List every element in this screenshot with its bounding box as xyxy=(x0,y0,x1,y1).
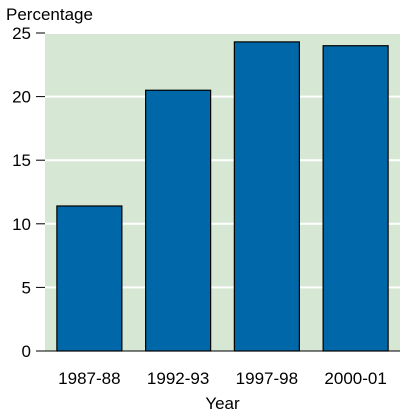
y-tick-label: 10 xyxy=(12,215,31,234)
y-tick-label: 25 xyxy=(12,24,31,43)
y-axis-label: Percentage xyxy=(6,5,93,24)
x-tick-label: 2000-01 xyxy=(324,369,386,388)
y-tick-label: 5 xyxy=(22,278,31,297)
y-tick-label: 0 xyxy=(22,342,31,361)
y-axis: 0 5 10 15 20 25 xyxy=(12,24,400,361)
bar-1997-98 xyxy=(233,41,300,352)
bar-1987-88 xyxy=(56,205,123,352)
x-axis-ticks: 1987-88 1992-93 1997-98 2000-01 xyxy=(58,369,387,388)
x-tick-label: 1987-88 xyxy=(58,369,120,388)
x-tick-label: 1992-93 xyxy=(147,369,209,388)
bar-2000-01 xyxy=(322,45,389,352)
x-axis-label: Year xyxy=(205,394,240,413)
y-tick-label: 15 xyxy=(12,151,31,170)
x-tick-label: 1997-98 xyxy=(236,369,298,388)
bar-1992-93 xyxy=(145,89,212,352)
y-tick-label: 20 xyxy=(12,88,31,107)
bars xyxy=(56,41,389,352)
